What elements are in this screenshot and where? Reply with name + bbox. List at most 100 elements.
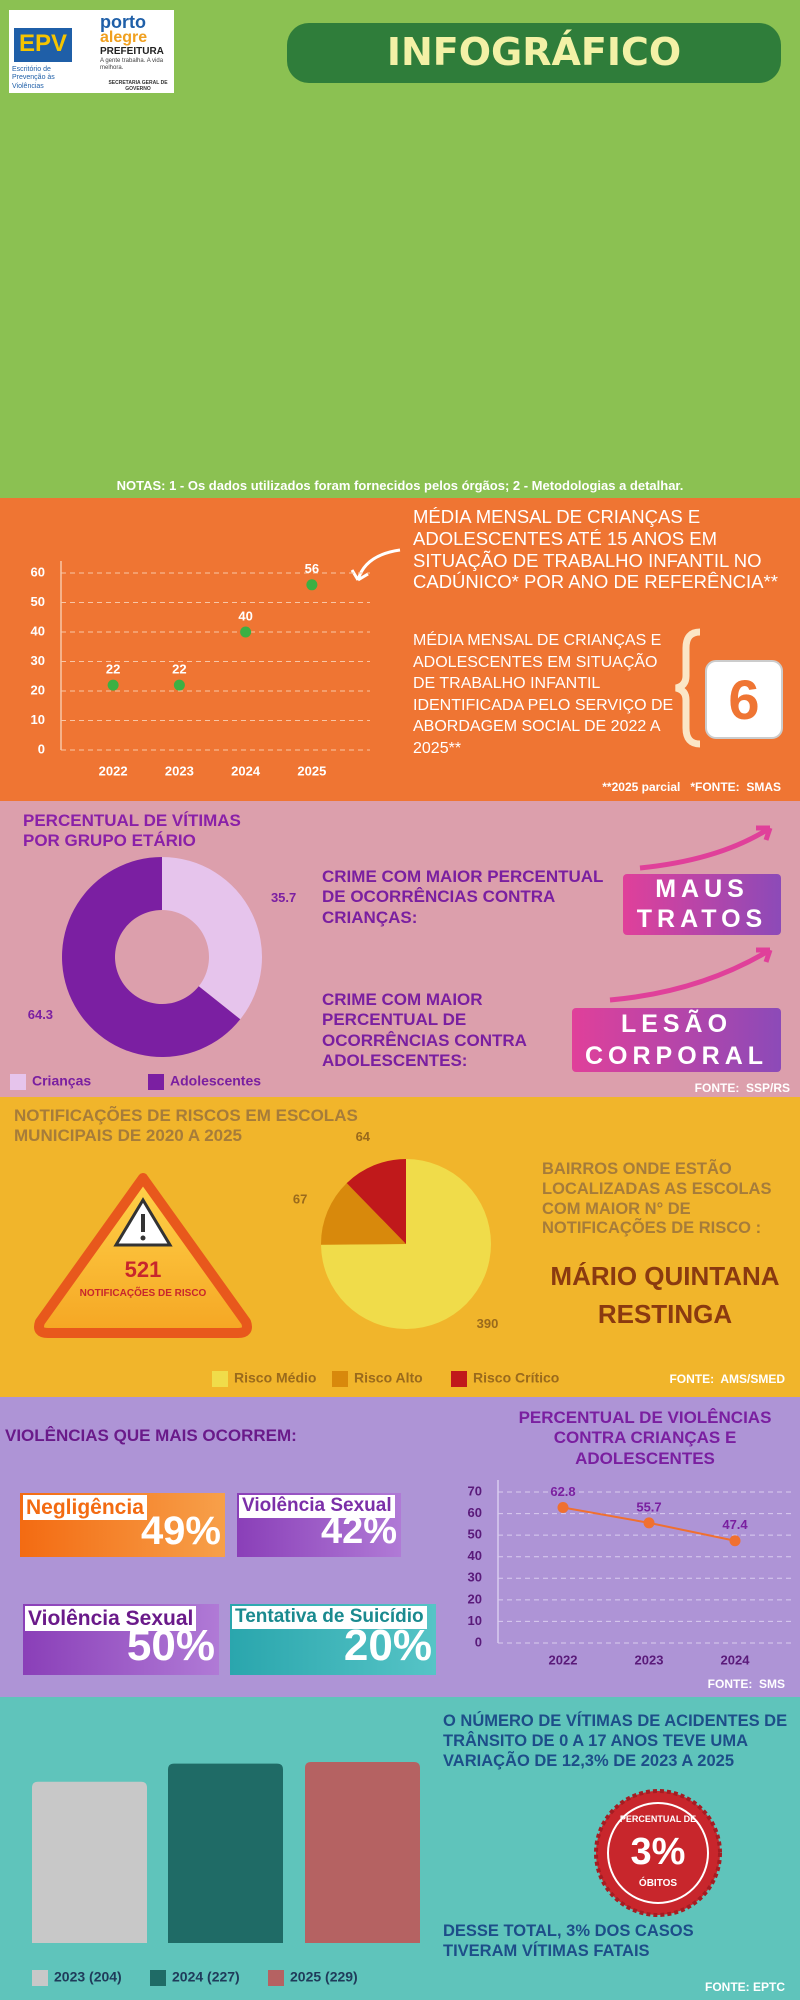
neighborhood: MÁRIO QUINTANA (550, 1261, 780, 1291)
stamp-ring (607, 1802, 709, 1904)
value-label: 47.4 (722, 1517, 748, 1532)
y-tick-label: 20 (468, 1591, 482, 1606)
chart-title: NOTIFICAÇÕES DE RISCOS EM ESCOLAS MUNICI… (14, 1106, 358, 1146)
chart-title: MÉDIA MENSAL DE CRIANÇAS E ADOLESCENTES … (413, 506, 778, 593)
badge-word: LESÃO (620, 1010, 733, 1038)
legend-swatch (212, 1371, 228, 1387)
stat: Negligência 49% (20, 1493, 225, 1557)
stamp-top: PERCENTUAL DE (619, 1814, 697, 1824)
legend-label: Risco Alto (354, 1370, 423, 1386)
legend-swatch (268, 1970, 284, 1986)
chart-title: PERCENTUAL DE VÍTIMAS POR GRUPO ETÁRIO (23, 811, 241, 851)
value-label: 35.7 (271, 890, 296, 905)
point (729, 1535, 741, 1547)
x-tick-label: 2023 (165, 763, 194, 778)
source: FONTE: SMS (707, 1677, 785, 1691)
logo-prefeitura: PREFEITURA (100, 46, 164, 57)
stat-label: Negligência (23, 1495, 147, 1521)
y-tick-label: 0 (475, 1634, 482, 1649)
bar (168, 1763, 283, 1943)
text-block: O NÚMERO DE VÍTIMAS DE ACIDENTES DE TRÂN… (443, 1712, 788, 1770)
bar (32, 1781, 147, 1943)
legend-label: 2024 (227) (172, 1969, 240, 1985)
logo-epv: EPV (18, 30, 68, 57)
value-label: 67 (293, 1191, 307, 1206)
y-tick-label: 40 (468, 1548, 482, 1563)
stamp-bottom: ÓBITOS (638, 1878, 678, 1889)
y-tick-label: 0 (38, 741, 45, 756)
value-label: 55.7 (636, 1499, 661, 1514)
notes: NOTAS: 1 - Os dados utilizados foram for… (116, 478, 684, 493)
value-label: 40 (238, 608, 252, 623)
legend-swatch (32, 1970, 48, 1986)
logo-slogan: A gente trabalha. A vida melhora. (100, 58, 164, 72)
logo-epv-sub: Escritório de Prevenção às Violências (12, 66, 55, 90)
legend-label: Adolescentes (170, 1073, 261, 1089)
x-tick-label: 2025 (297, 763, 326, 778)
y-tick-label: 50 (468, 1527, 482, 1542)
slice (346, 1159, 406, 1244)
slice (321, 1159, 492, 1329)
chart-title: PERCENTUAL DE VIOLÊNCIAS CONTRA CRIANÇAS… (518, 1408, 772, 1468)
y-tick-label: 30 (31, 653, 45, 668)
y-tick-label: 50 (31, 594, 45, 609)
text-block: MÉDIA MENSAL DE CRIANÇAS E ADOLESCENTES … (413, 632, 674, 757)
arrow (609, 947, 773, 1003)
y-tick-label: 20 (31, 682, 45, 697)
y-tick-label: 30 (468, 1570, 482, 1585)
text-block: CRIME COM MAIOR PERCENTUAL DE OCORRÊNCIA… (322, 867, 604, 927)
value-label: 64.3 (28, 1007, 53, 1022)
x-tick-label: 2022 (99, 763, 128, 778)
badge (572, 1008, 781, 1072)
text-block: DESSE TOTAL, 3% DOS CASOS TIVERAM VÍTIMA… (443, 1922, 694, 1960)
section-title: VIOLÊNCIAS QUE MAIS OCORREM: (5, 1426, 297, 1445)
legend-swatch (332, 1371, 348, 1387)
x-tick-label: 2024 (721, 1652, 751, 1667)
legend-label: 2023 (204) (54, 1969, 122, 1985)
logo-poa: porto (100, 12, 146, 32)
stat-value: 49% (140, 1509, 221, 1553)
badge-word: CORPORAL (584, 1042, 769, 1070)
warning-value: 521 (124, 1257, 162, 1282)
legend-label: Risco Crítico (473, 1370, 559, 1386)
stat-value: 20% (343, 1621, 432, 1671)
stat-label: Violência Sexual (25, 1606, 197, 1632)
arrow (350, 548, 401, 582)
arrow (639, 825, 773, 871)
logo-secretaria: SECRETARIA GERAL DE GOVERNO (108, 80, 168, 92)
point (173, 679, 185, 691)
big-value: 6 (728, 668, 760, 731)
source: FONTE: EPTC (705, 1980, 785, 1994)
title-banner (287, 23, 781, 83)
logo-epv-bg (14, 28, 72, 62)
logo-poa: alegre (100, 29, 148, 46)
point (306, 579, 318, 591)
legend-swatch (10, 1074, 26, 1090)
point (240, 626, 252, 638)
badge-text: MAUS TRATOS (623, 874, 781, 934)
x-tick-label: 2024 (231, 763, 261, 778)
stat-label: Violência Sexual (239, 1495, 395, 1518)
value-label: 56 (305, 561, 319, 576)
stat: Violência Sexual 50% (23, 1604, 219, 1675)
source: FONTE: AMS/SMED (669, 1372, 785, 1386)
badge (623, 874, 781, 935)
x-tick-label: 2022 (549, 1652, 578, 1667)
stat-label: Tentativa de Suicídio (232, 1606, 427, 1629)
bar (305, 1762, 420, 1943)
footnote: **2025 parcial *FONTE: SMAS (602, 780, 781, 794)
warning-icon (141, 1214, 145, 1232)
text-block: CRIME COM MAIOR PERCENTUAL DE OCORRÊNCIA… (322, 990, 527, 1071)
source: FONTE: SSP/RS (694, 1081, 790, 1095)
brace (675, 628, 701, 748)
value-label: 64 (356, 1129, 371, 1144)
warning-label: NOTIFICAÇÕES DE RISCO (79, 1288, 207, 1299)
stat: Violência Sexual 42% (237, 1493, 401, 1557)
legend-swatch (148, 1074, 164, 1090)
value-label: 22 (172, 662, 186, 677)
y-tick-label: 60 (468, 1505, 482, 1520)
stamp (594, 1789, 722, 1917)
badge-text: LESÃO CORPORAL (572, 1008, 781, 1072)
